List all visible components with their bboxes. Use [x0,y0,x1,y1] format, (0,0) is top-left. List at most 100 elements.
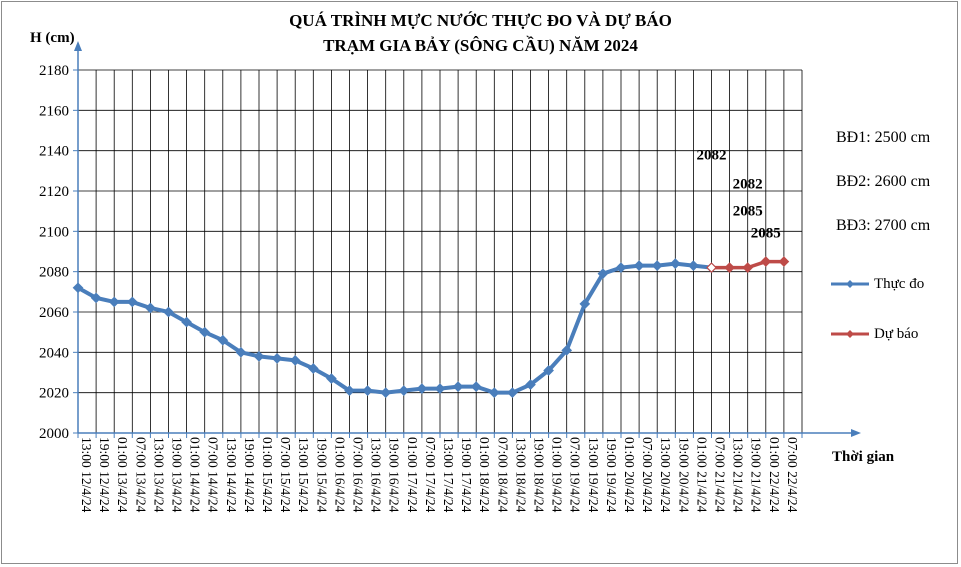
alarm-level-3: BĐ3: 2700 cm [836,217,931,234]
data-point-thuc-do [525,379,536,390]
x-tick-label: 19:00 17/4/24 [459,437,474,513]
data-point-thuc-do [289,355,301,366]
x-tick-label: 19:00 14/4/24 [242,437,257,513]
x-tick-label: 01:00 18/4/24 [477,437,492,513]
x-tick-label: 07:00 22/4/24 [785,437,800,513]
x-tick-label: 01:00 22/4/24 [767,437,782,513]
data-point-thuc-do [145,302,156,314]
data-point-thuc-do [344,385,355,396]
x-tick-label: 19:00 19/4/24 [604,437,619,513]
x-axis-arrow [851,429,861,437]
data-point-thuc-do [416,383,428,394]
x-tick-label: 01:00 15/4/24 [260,437,275,513]
x-tick-label: 13:00 15/4/24 [296,437,311,513]
data-point-thuc-do [326,373,337,384]
x-tick-label: 13:00 14/4/24 [224,437,239,513]
y-tick-label: 2060 [39,305,69,321]
y-tick-label: 2000 [39,426,69,442]
y-tick-label: 2020 [39,386,69,402]
legend-marker-du-bao [846,330,854,338]
y-tick-label: 2180 [39,63,69,79]
data-point-thuc-do [398,385,410,396]
data-point-thuc-do [669,258,681,269]
x-tick-label: 13:00 18/4/24 [513,437,528,513]
data-point-thuc-do [651,260,663,271]
data-label-forecast: 2082 [697,148,727,164]
data-point-thuc-do [181,316,192,328]
data-point-thuc-do [380,387,392,399]
data-point-du-bao [760,256,772,267]
data-point-thuc-do [688,260,699,271]
data-point-thuc-do [90,292,102,304]
data-point-thuc-do [217,334,229,346]
x-tick-label: 19:00 18/4/24 [532,437,547,513]
data-label-forecast: 2085 [733,204,763,220]
x-tick-label: 01:00 21/4/24 [694,437,709,513]
data-point-thuc-do [362,385,373,396]
x-tick-label: 13:00 17/4/24 [441,437,456,513]
x-tick-label: 07:00 16/4/24 [351,437,366,513]
x-tick-label: 01:00 19/4/24 [550,437,565,513]
x-tick-label: 01:00 20/4/24 [622,437,637,513]
data-point-thuc-do [434,383,446,394]
x-tick-label: 13:00 16/4/24 [369,437,384,513]
alarm-level-1: BĐ1: 2500 cm [836,129,931,146]
x-tick-label: 07:00 21/4/24 [713,437,728,513]
data-point-thuc-do [253,351,265,362]
alarm-level-2: BĐ2: 2600 cm [836,173,931,190]
x-tick-label: 13:00 12/4/24 [79,437,94,513]
x-tick-label: 07:00 20/4/24 [640,437,655,513]
x-tick-label: 13:00 21/4/24 [731,437,746,513]
x-tick-label: 19:00 13/4/24 [170,437,185,513]
x-tick-label: 07:00 19/4/24 [568,437,583,513]
data-point-thuc-do [307,363,319,374]
data-point-thuc-do [235,346,247,358]
series-line-thuc-do [77,261,712,395]
y-axis-label: H (cm) [30,30,75,46]
x-tick-label: 19:00 15/4/24 [314,437,329,513]
legend-label-du-bao: Dự báo [874,326,919,342]
x-tick-label: 19:00 16/4/24 [387,437,402,513]
data-point-du-bao [706,262,717,273]
data-point-thuc-do [452,381,464,392]
x-tick-label: 07:00 14/4/24 [206,437,221,513]
x-axis-label: Thời gian [832,449,895,465]
data-point-thuc-do [597,268,609,280]
data-point-thuc-do [199,326,211,338]
data-point-thuc-do [507,387,518,399]
y-tick-label: 2080 [39,265,69,281]
legend-marker-thuc-do [846,280,854,288]
data-point-thuc-do [163,306,174,318]
x-tick-label: 01:00 14/4/24 [188,437,203,513]
data-point-du-bao [778,256,790,267]
data-point-du-bao [742,262,754,273]
data-point-thuc-do [615,262,627,273]
data-point-thuc-do [633,260,645,271]
x-tick-label: 13:00 13/4/24 [151,437,166,513]
x-tick-label: 07:00 15/4/24 [278,437,293,513]
data-point-thuc-do [108,296,120,308]
y-tick-label: 2120 [39,184,69,200]
x-tick-label: 07:00 18/4/24 [495,437,510,513]
data-label-forecast: 2085 [751,226,781,242]
data-point-thuc-do [126,296,138,308]
x-tick-label: 19:00 21/4/24 [749,437,764,513]
y-tick-label: 2160 [39,103,69,119]
x-tick-label: 13:00 19/4/24 [586,437,601,513]
y-tick-label: 2140 [39,144,69,160]
x-tick-label: 07:00 17/4/24 [423,437,438,513]
legend-label-thuc-do: Thực đo [874,276,925,292]
data-point-thuc-do [561,344,573,356]
x-tick-label: 01:00 17/4/24 [405,437,420,513]
x-tick-label: 01:00 16/4/24 [332,437,347,513]
data-point-thuc-do [470,381,482,392]
x-tick-label: 13:00 20/4/24 [658,437,673,513]
y-tick-label: 2040 [39,345,69,361]
x-tick-label: 19:00 20/4/24 [676,437,691,513]
data-point-thuc-do [543,365,554,376]
data-point-thuc-do [579,298,591,310]
data-point-thuc-do [488,387,500,399]
x-tick-label: 07:00 13/4/24 [133,437,148,513]
